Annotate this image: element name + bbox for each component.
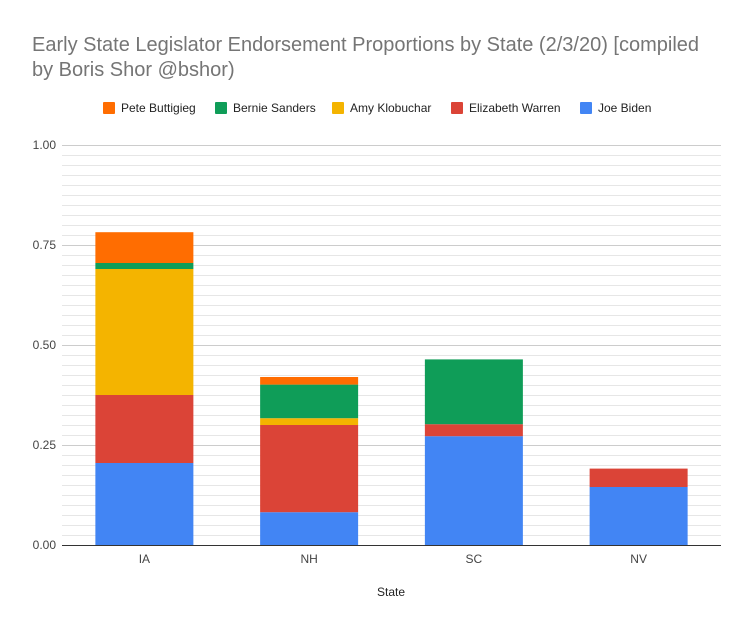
legend-swatch: [332, 102, 344, 114]
legend-label: Pete Buttigieg: [121, 101, 196, 115]
y-tick-label: 0.75: [33, 238, 57, 252]
bar-segment-ia-pete-buttigieg: [95, 232, 194, 263]
y-tick-label: 0.25: [33, 438, 57, 452]
bar-segment-sc-bernie-sanders: [424, 359, 523, 425]
bars: [95, 232, 688, 545]
bar-segment-nh-joe-biden: [260, 512, 359, 545]
bar-segment-nv-elizabeth-warren: [589, 468, 688, 487]
legend: Pete Buttigieg Bernie Sanders Amy Klobucha…: [103, 101, 651, 115]
x-axis-ticks: IA NH SC NV: [139, 552, 647, 566]
legend-swatch: [451, 102, 463, 114]
y-axis-ticks: 0.00 0.25 0.50 0.75 1.00: [33, 138, 57, 552]
y-tick-label: 1.00: [33, 138, 57, 152]
chart-title-line-1: Early State Legislator Endorsement Propo…: [32, 34, 699, 56]
bar-segment-nv-joe-biden: [589, 487, 688, 545]
x-axis-title: State: [377, 585, 405, 599]
legend-label: Joe Biden: [598, 101, 651, 115]
legend-swatch: [580, 102, 592, 114]
legend-label: Elizabeth Warren: [469, 101, 561, 115]
bar-segment-ia-amy-klobuchar: [95, 269, 194, 395]
legend-label: Bernie Sanders: [233, 101, 316, 115]
bar-segment-ia-bernie-sanders: [95, 263, 194, 269]
bar-segment-sc-joe-biden: [424, 436, 523, 545]
x-tick-label: SC: [466, 552, 483, 566]
legend-swatch: [103, 102, 115, 114]
x-tick-label: NH: [300, 552, 317, 566]
bar-segment-nh-amy-klobuchar: [260, 418, 359, 425]
y-tick-label: 0.00: [33, 538, 57, 552]
legend-label: Amy Klobuchar: [350, 101, 431, 115]
bar-segment-nh-pete-buttigieg: [260, 377, 359, 385]
x-tick-label: IA: [139, 552, 150, 566]
legend-swatch: [215, 102, 227, 114]
bar-segment-nh-bernie-sanders: [260, 384, 359, 419]
bar-segment-nh-elizabeth-warren: [260, 425, 359, 513]
bar-segment-ia-elizabeth-warren: [95, 395, 194, 463]
bar-segment-ia-joe-biden: [95, 463, 194, 545]
bar-segment-sc-elizabeth-warren: [424, 424, 523, 437]
chart-title-line-2: by Boris Shor @bshor): [32, 59, 235, 81]
y-tick-label: 0.50: [33, 338, 57, 352]
x-tick-label: NV: [630, 552, 647, 566]
